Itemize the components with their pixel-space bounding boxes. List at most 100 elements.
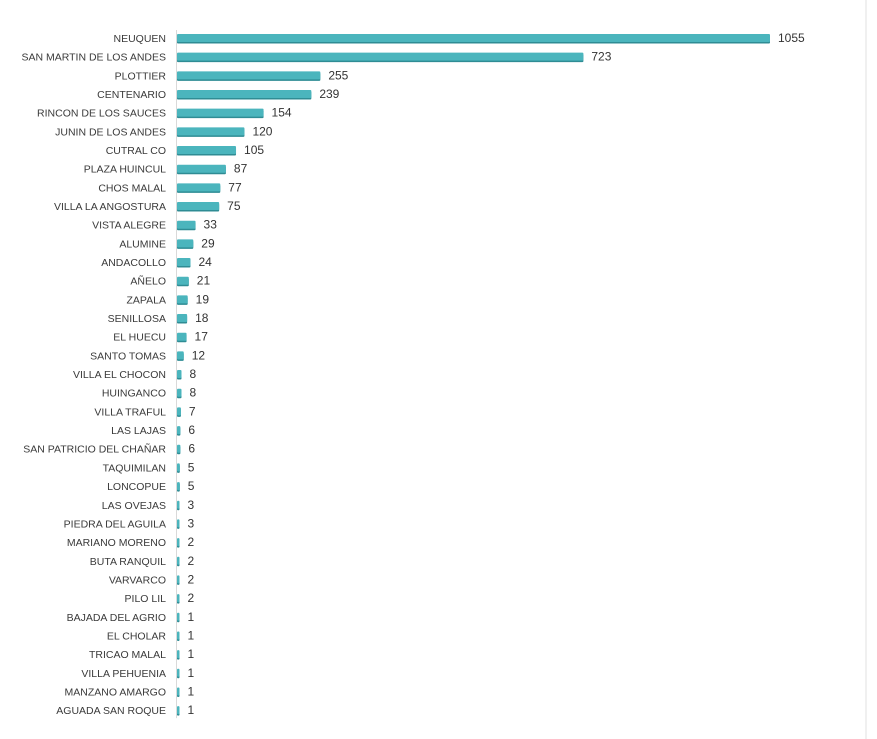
category-label: PIEDRA DEL AGUILA bbox=[64, 518, 166, 530]
bar bbox=[177, 146, 237, 155]
value-label: 29 bbox=[201, 236, 215, 250]
value-label: 6 bbox=[188, 442, 195, 456]
bar-row: VILLA EL CHOCON 8 bbox=[73, 367, 196, 381]
bar bbox=[177, 258, 191, 267]
bar-row: NEUQUEN 1055 bbox=[113, 31, 805, 45]
category-label: VILLA EL CHOCON bbox=[73, 369, 166, 381]
category-label: LAS LAJAS bbox=[111, 425, 166, 437]
bar bbox=[177, 426, 181, 435]
value-label: 154 bbox=[272, 106, 292, 120]
bar bbox=[177, 519, 180, 528]
value-label: 8 bbox=[189, 386, 196, 400]
bar-row: BAJADA DEL AGRIO 1 bbox=[67, 610, 195, 624]
bar bbox=[177, 538, 180, 547]
value-label: 77 bbox=[228, 180, 242, 194]
bar-row: JUNIN DE LOS ANDES 120 bbox=[55, 124, 273, 138]
bar bbox=[177, 164, 226, 173]
bar-row: SANTO TOMAS 12 bbox=[90, 348, 205, 362]
value-label: 6 bbox=[188, 423, 195, 437]
bar bbox=[177, 706, 180, 715]
bar-row: VILLA PEHUENIA 1 bbox=[81, 666, 194, 680]
bar bbox=[177, 482, 180, 491]
bar bbox=[177, 668, 180, 677]
category-label: ALUMINE bbox=[119, 238, 166, 250]
category-label: CHOS MALAL bbox=[98, 182, 166, 194]
bar bbox=[177, 556, 180, 565]
category-label: BUTA RANQUIL bbox=[90, 556, 166, 568]
category-label: NEUQUEN bbox=[113, 33, 166, 45]
category-label: AÑELO bbox=[130, 275, 166, 288]
bar-row: EL HUECU 17 bbox=[113, 330, 208, 344]
value-label: 2 bbox=[188, 535, 195, 549]
bar bbox=[177, 239, 194, 248]
bar-row: PIEDRA DEL AGUILA 3 bbox=[64, 516, 195, 530]
category-label: VILLA TRAFUL bbox=[94, 406, 166, 418]
bar-row: VILLA LA ANGOSTURA 75 bbox=[54, 199, 241, 213]
category-label: EL CHOLAR bbox=[107, 630, 167, 642]
bar-row: BUTA RANQUIL 2 bbox=[90, 554, 195, 568]
category-label: ANDACOLLO bbox=[101, 257, 166, 269]
category-label: MANZANO AMARGO bbox=[64, 686, 166, 698]
value-label: 7 bbox=[189, 404, 196, 418]
bar bbox=[177, 444, 181, 453]
value-label: 75 bbox=[227, 199, 241, 213]
bar bbox=[177, 463, 180, 472]
value-label: 2 bbox=[188, 554, 195, 568]
category-label: SAN PATRICIO DEL CHAÑAR bbox=[23, 443, 166, 456]
category-label: RINCON DE LOS SAUCES bbox=[37, 108, 166, 120]
value-label: 1 bbox=[188, 703, 195, 717]
category-label: VILLA LA ANGOSTURA bbox=[54, 201, 166, 213]
value-label: 1 bbox=[188, 684, 195, 698]
bar-row: MARIANO MORENO 2 bbox=[67, 535, 195, 549]
bar bbox=[177, 594, 180, 603]
category-label: SENILLOSA bbox=[108, 313, 166, 325]
value-label: 5 bbox=[188, 460, 195, 474]
bar-row: VILLA TRAFUL 7 bbox=[94, 404, 196, 418]
category-label: JUNIN DE LOS ANDES bbox=[55, 126, 166, 138]
category-label: CUTRAL CO bbox=[106, 145, 166, 157]
category-label: BAJADA DEL AGRIO bbox=[67, 612, 166, 624]
bar bbox=[177, 612, 180, 621]
bar-row: PLAZA HUINCUL 87 bbox=[84, 162, 248, 176]
bar-row: SAN MARTIN DE LOS ANDES 723 bbox=[21, 50, 611, 64]
bar bbox=[177, 314, 188, 323]
bar bbox=[177, 631, 180, 640]
bar-row: EL CHOLAR 1 bbox=[107, 628, 195, 642]
bar bbox=[177, 127, 245, 136]
value-label: 105 bbox=[244, 143, 264, 157]
value-label: 1055 bbox=[778, 31, 805, 45]
bar bbox=[177, 388, 182, 397]
bar-row: VISTA ALEGRE 33 bbox=[92, 218, 217, 232]
bar bbox=[177, 295, 188, 304]
bar-row: PILO LIL 2 bbox=[125, 591, 195, 605]
bar-row: CENTENARIO 239 bbox=[97, 87, 340, 101]
category-label: EL HUECU bbox=[113, 332, 166, 344]
category-label: PILO LIL bbox=[125, 593, 167, 605]
bar bbox=[177, 183, 221, 192]
bar-row: LAS OVEJAS 3 bbox=[102, 498, 195, 512]
category-label: HUINGANCO bbox=[102, 388, 166, 400]
value-label: 2 bbox=[188, 572, 195, 586]
bar-row: TRICAO MALAL 1 bbox=[89, 647, 195, 661]
bar bbox=[177, 220, 196, 229]
bar-row: SAN PATRICIO DEL CHAÑAR 6 bbox=[23, 442, 195, 456]
bar-row: ZAPALA 19 bbox=[127, 292, 210, 306]
value-label: 87 bbox=[234, 162, 248, 176]
bar bbox=[177, 276, 189, 285]
bar-row: AGUADA SAN ROQUE 1 bbox=[56, 703, 194, 717]
bar-row: RINCON DE LOS SAUCES 154 bbox=[37, 106, 292, 120]
value-label: 1 bbox=[188, 647, 195, 661]
value-label: 17 bbox=[195, 330, 209, 344]
category-label: ZAPALA bbox=[127, 294, 167, 306]
bar bbox=[177, 52, 584, 61]
bar-row: AÑELO 21 bbox=[130, 274, 210, 288]
value-label: 19 bbox=[196, 292, 210, 306]
bar bbox=[177, 90, 312, 99]
bar-row: SENILLOSA 18 bbox=[108, 311, 209, 325]
value-label: 3 bbox=[188, 516, 195, 530]
value-label: 5 bbox=[188, 479, 195, 493]
bar-row: LAS LAJAS 6 bbox=[111, 423, 195, 437]
bar bbox=[177, 351, 184, 360]
value-label: 8 bbox=[189, 367, 196, 381]
